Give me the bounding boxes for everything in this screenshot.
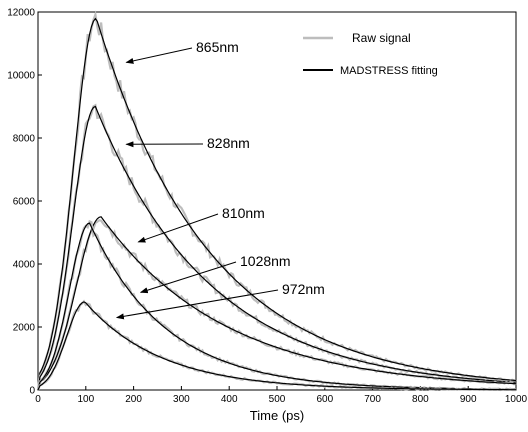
fit-line-1028nm	[37, 222, 516, 391]
legend: Raw signal MADSTRESS fitting	[303, 31, 438, 77]
annotation-arrow	[137, 213, 219, 243]
raw-signal-line-1028nm	[36, 219, 517, 391]
y-tick-label: 0	[29, 386, 35, 397]
x-tick-label: 100	[77, 394, 94, 405]
x-tick-label: 600	[316, 394, 333, 405]
x-tick-label: 900	[460, 394, 477, 405]
x-tick-label: 400	[221, 394, 238, 405]
y-tick-label: 2000	[13, 323, 36, 334]
legend-label: Raw signal	[352, 31, 411, 45]
x-tick-label: 1000	[505, 394, 528, 405]
series-layer	[36, 10, 517, 392]
x-tick-label: 700	[364, 394, 381, 405]
peak-label-865nm: 865nm	[196, 39, 239, 55]
x-tick-label: 800	[412, 394, 429, 405]
peak-label-972nm: 972nm	[282, 281, 325, 297]
annotation-arrow	[139, 261, 237, 294]
x-tick-label: 300	[173, 394, 190, 405]
y-tick-label: 10000	[7, 71, 35, 82]
y-tick-label: 4000	[13, 260, 36, 271]
fit-line-972nm	[37, 301, 516, 391]
annotation-layer: 865nm 828nm 810nm 1028nm 972nm	[115, 39, 325, 320]
x-axis-label: Time (ps)	[250, 408, 304, 423]
y-tick-label: 12000	[7, 8, 35, 19]
fit-line-828nm	[37, 105, 517, 391]
x-tick-label: 200	[125, 394, 142, 405]
peak-label-810nm: 810nm	[222, 205, 265, 221]
x-tick-label: 500	[269, 394, 286, 405]
y-tick-label: 8000	[13, 134, 36, 145]
peak-label-1028nm: 1028nm	[240, 253, 291, 269]
fit-line-865nm	[37, 17, 517, 391]
x-tick-label: 0	[35, 394, 41, 405]
annotation-arrow	[115, 289, 279, 320]
y-axis: 0 2000 4000 6000 8000 10000 12000	[7, 8, 42, 397]
raw-signal-line-810nm	[36, 219, 517, 391]
raw-signal-line-828nm	[36, 103, 517, 390]
legend-label: MADSTRESS fitting	[340, 65, 438, 77]
fit-line-810nm	[37, 216, 517, 391]
y-tick-label: 6000	[13, 197, 36, 208]
annotation-arrow	[125, 47, 193, 64]
peak-label-828nm: 828nm	[207, 135, 250, 151]
raw-signal-line-865nm	[36, 10, 517, 391]
